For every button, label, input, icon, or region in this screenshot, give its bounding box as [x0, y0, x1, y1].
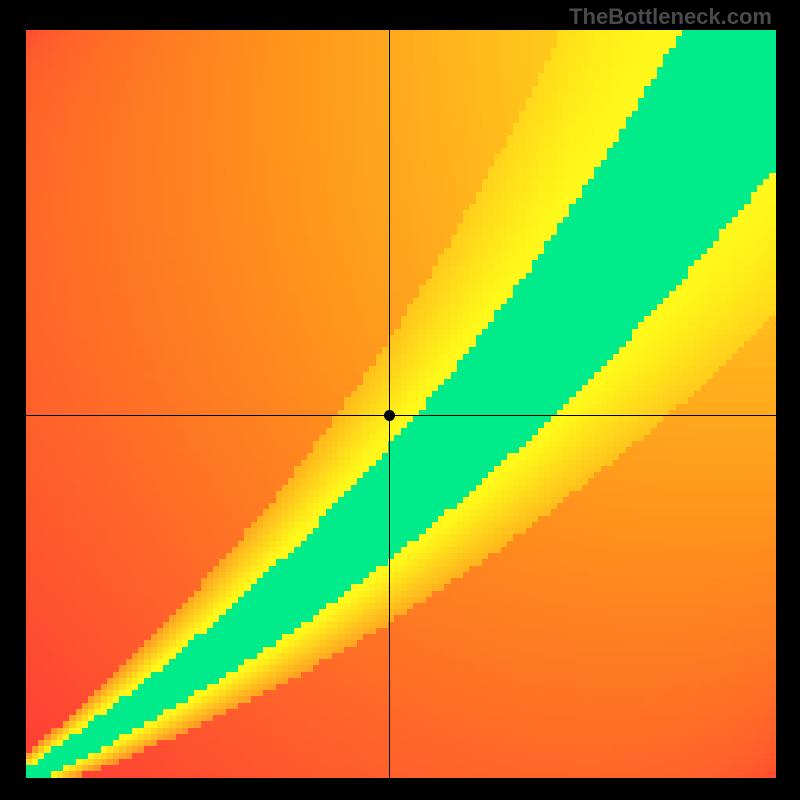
- crosshair-vertical: [389, 30, 390, 778]
- crosshair-horizontal: [26, 415, 776, 416]
- heatmap-canvas: [26, 30, 776, 778]
- chart-container: TheBottleneck.com: [0, 0, 800, 800]
- plot-area: [26, 30, 776, 778]
- crosshair-marker: [384, 410, 395, 421]
- watermark-text: TheBottleneck.com: [569, 4, 772, 30]
